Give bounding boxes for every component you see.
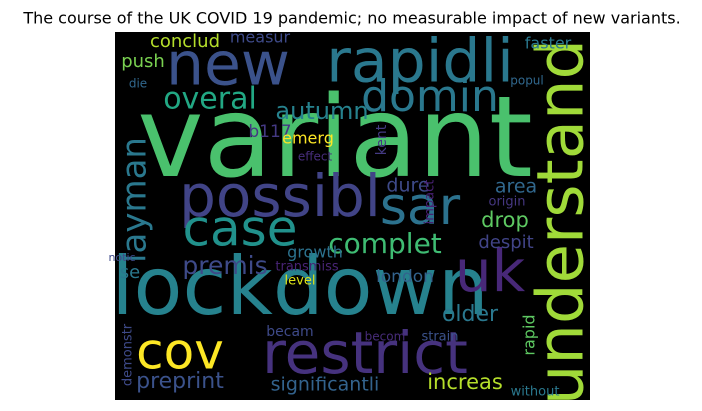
word: popul bbox=[510, 74, 544, 88]
word: cov bbox=[136, 323, 224, 381]
word: sar bbox=[380, 177, 461, 237]
word: preprint bbox=[136, 369, 224, 394]
word: se bbox=[120, 262, 140, 283]
word: kent bbox=[374, 124, 390, 155]
word: premis bbox=[182, 251, 267, 280]
word: despit bbox=[478, 232, 533, 253]
word: older bbox=[442, 302, 499, 327]
word: growth bbox=[287, 243, 343, 262]
word: restrict bbox=[262, 319, 468, 387]
word: uk bbox=[455, 237, 526, 305]
word: transmiss bbox=[275, 260, 338, 275]
word: level bbox=[285, 274, 316, 289]
word: emerg bbox=[282, 129, 334, 148]
word: autumn bbox=[275, 97, 368, 125]
word: layman bbox=[115, 137, 155, 263]
word-cloud: variant lockdown new rapidli understand possi… bbox=[108, 27, 598, 406]
word: domin bbox=[361, 71, 499, 122]
word: becam bbox=[266, 324, 313, 340]
word: becom bbox=[365, 330, 406, 344]
word: significantli bbox=[271, 374, 380, 396]
word: origin bbox=[488, 195, 525, 210]
word: b117 bbox=[248, 122, 291, 142]
word: dure bbox=[386, 175, 429, 197]
word: complet bbox=[328, 227, 442, 260]
word: overal bbox=[163, 82, 257, 117]
word: without bbox=[511, 385, 560, 400]
word: push bbox=[121, 51, 165, 72]
word: notic bbox=[108, 251, 135, 264]
word: london bbox=[376, 267, 434, 287]
word: new bbox=[166, 30, 290, 100]
word: demonstr bbox=[121, 323, 136, 386]
word: lockdown bbox=[111, 240, 488, 333]
word: area bbox=[495, 176, 537, 198]
word: rapid bbox=[520, 314, 539, 355]
word: faster bbox=[525, 34, 572, 53]
cloud-background bbox=[115, 32, 590, 400]
word: impact bbox=[423, 180, 438, 225]
word: measur bbox=[230, 28, 291, 47]
title: The course of the UK COVID 19 pandemic; … bbox=[22, 9, 680, 28]
word: rapidli bbox=[326, 27, 514, 97]
word: variant bbox=[137, 73, 533, 203]
word: strain bbox=[421, 330, 458, 345]
word: die bbox=[129, 77, 147, 91]
word: drop bbox=[481, 208, 529, 232]
word: case bbox=[183, 200, 298, 258]
word: increas bbox=[427, 370, 503, 394]
word: conclud bbox=[150, 31, 220, 52]
word: effect bbox=[298, 150, 333, 164]
word: understand bbox=[525, 39, 599, 405]
word: possibl bbox=[179, 162, 381, 230]
